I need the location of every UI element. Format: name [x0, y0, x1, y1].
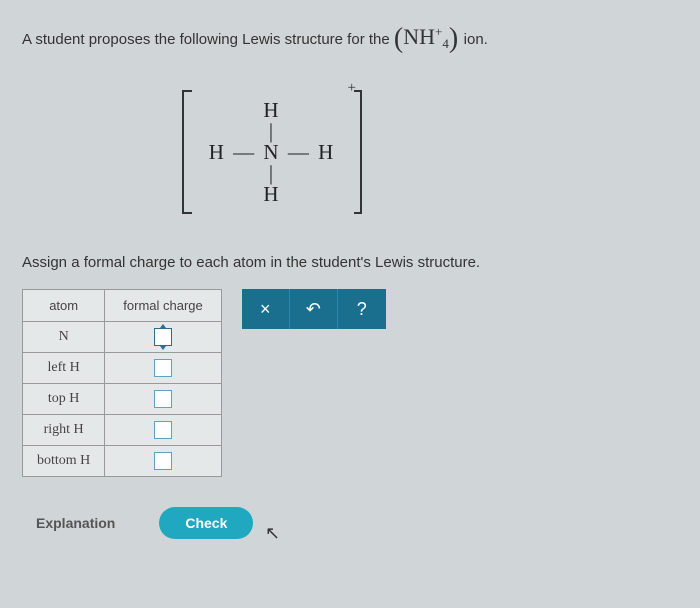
formal-charge-table: atom formal charge N left H top H right …	[22, 289, 222, 477]
undo-icon: ↶	[306, 299, 321, 320]
help-icon: ?	[357, 299, 367, 320]
col-charge: formal charge	[105, 290, 221, 322]
col-atom: atom	[23, 290, 105, 322]
charge-input-top-h[interactable]	[154, 390, 172, 408]
question-prefix: A student proposes the following Lewis s…	[22, 31, 394, 48]
instruction: Assign a formal charge to each atom in t…	[22, 254, 678, 271]
check-button[interactable]: Check	[159, 507, 253, 539]
charge-input-n[interactable]	[154, 328, 172, 346]
toolbar: × ↶ ?	[242, 289, 386, 329]
undo-button[interactable]: ↶	[290, 289, 338, 329]
help-button[interactable]: ?	[338, 289, 386, 329]
charge-input-left-h[interactable]	[154, 359, 172, 377]
table-row: left H	[23, 353, 222, 384]
formula: (NH+4)	[394, 24, 464, 49]
table-row: bottom H	[23, 446, 222, 477]
table-row: top H	[23, 384, 222, 415]
explanation-button[interactable]: Explanation	[22, 507, 129, 539]
close-icon: ×	[260, 299, 271, 320]
question-text: A student proposes the following Lewis s…	[22, 18, 678, 60]
question-suffix: ion.	[464, 31, 488, 48]
lewis-bottom: H	[204, 182, 340, 206]
table-row: right H	[23, 415, 222, 446]
charge-input-right-h[interactable]	[154, 421, 172, 439]
reset-button[interactable]: ×	[242, 289, 290, 329]
lewis-structure: + H | H — N — H | H	[162, 90, 382, 214]
charge-input-bottom-h[interactable]	[154, 452, 172, 470]
table-row: N	[23, 322, 222, 353]
